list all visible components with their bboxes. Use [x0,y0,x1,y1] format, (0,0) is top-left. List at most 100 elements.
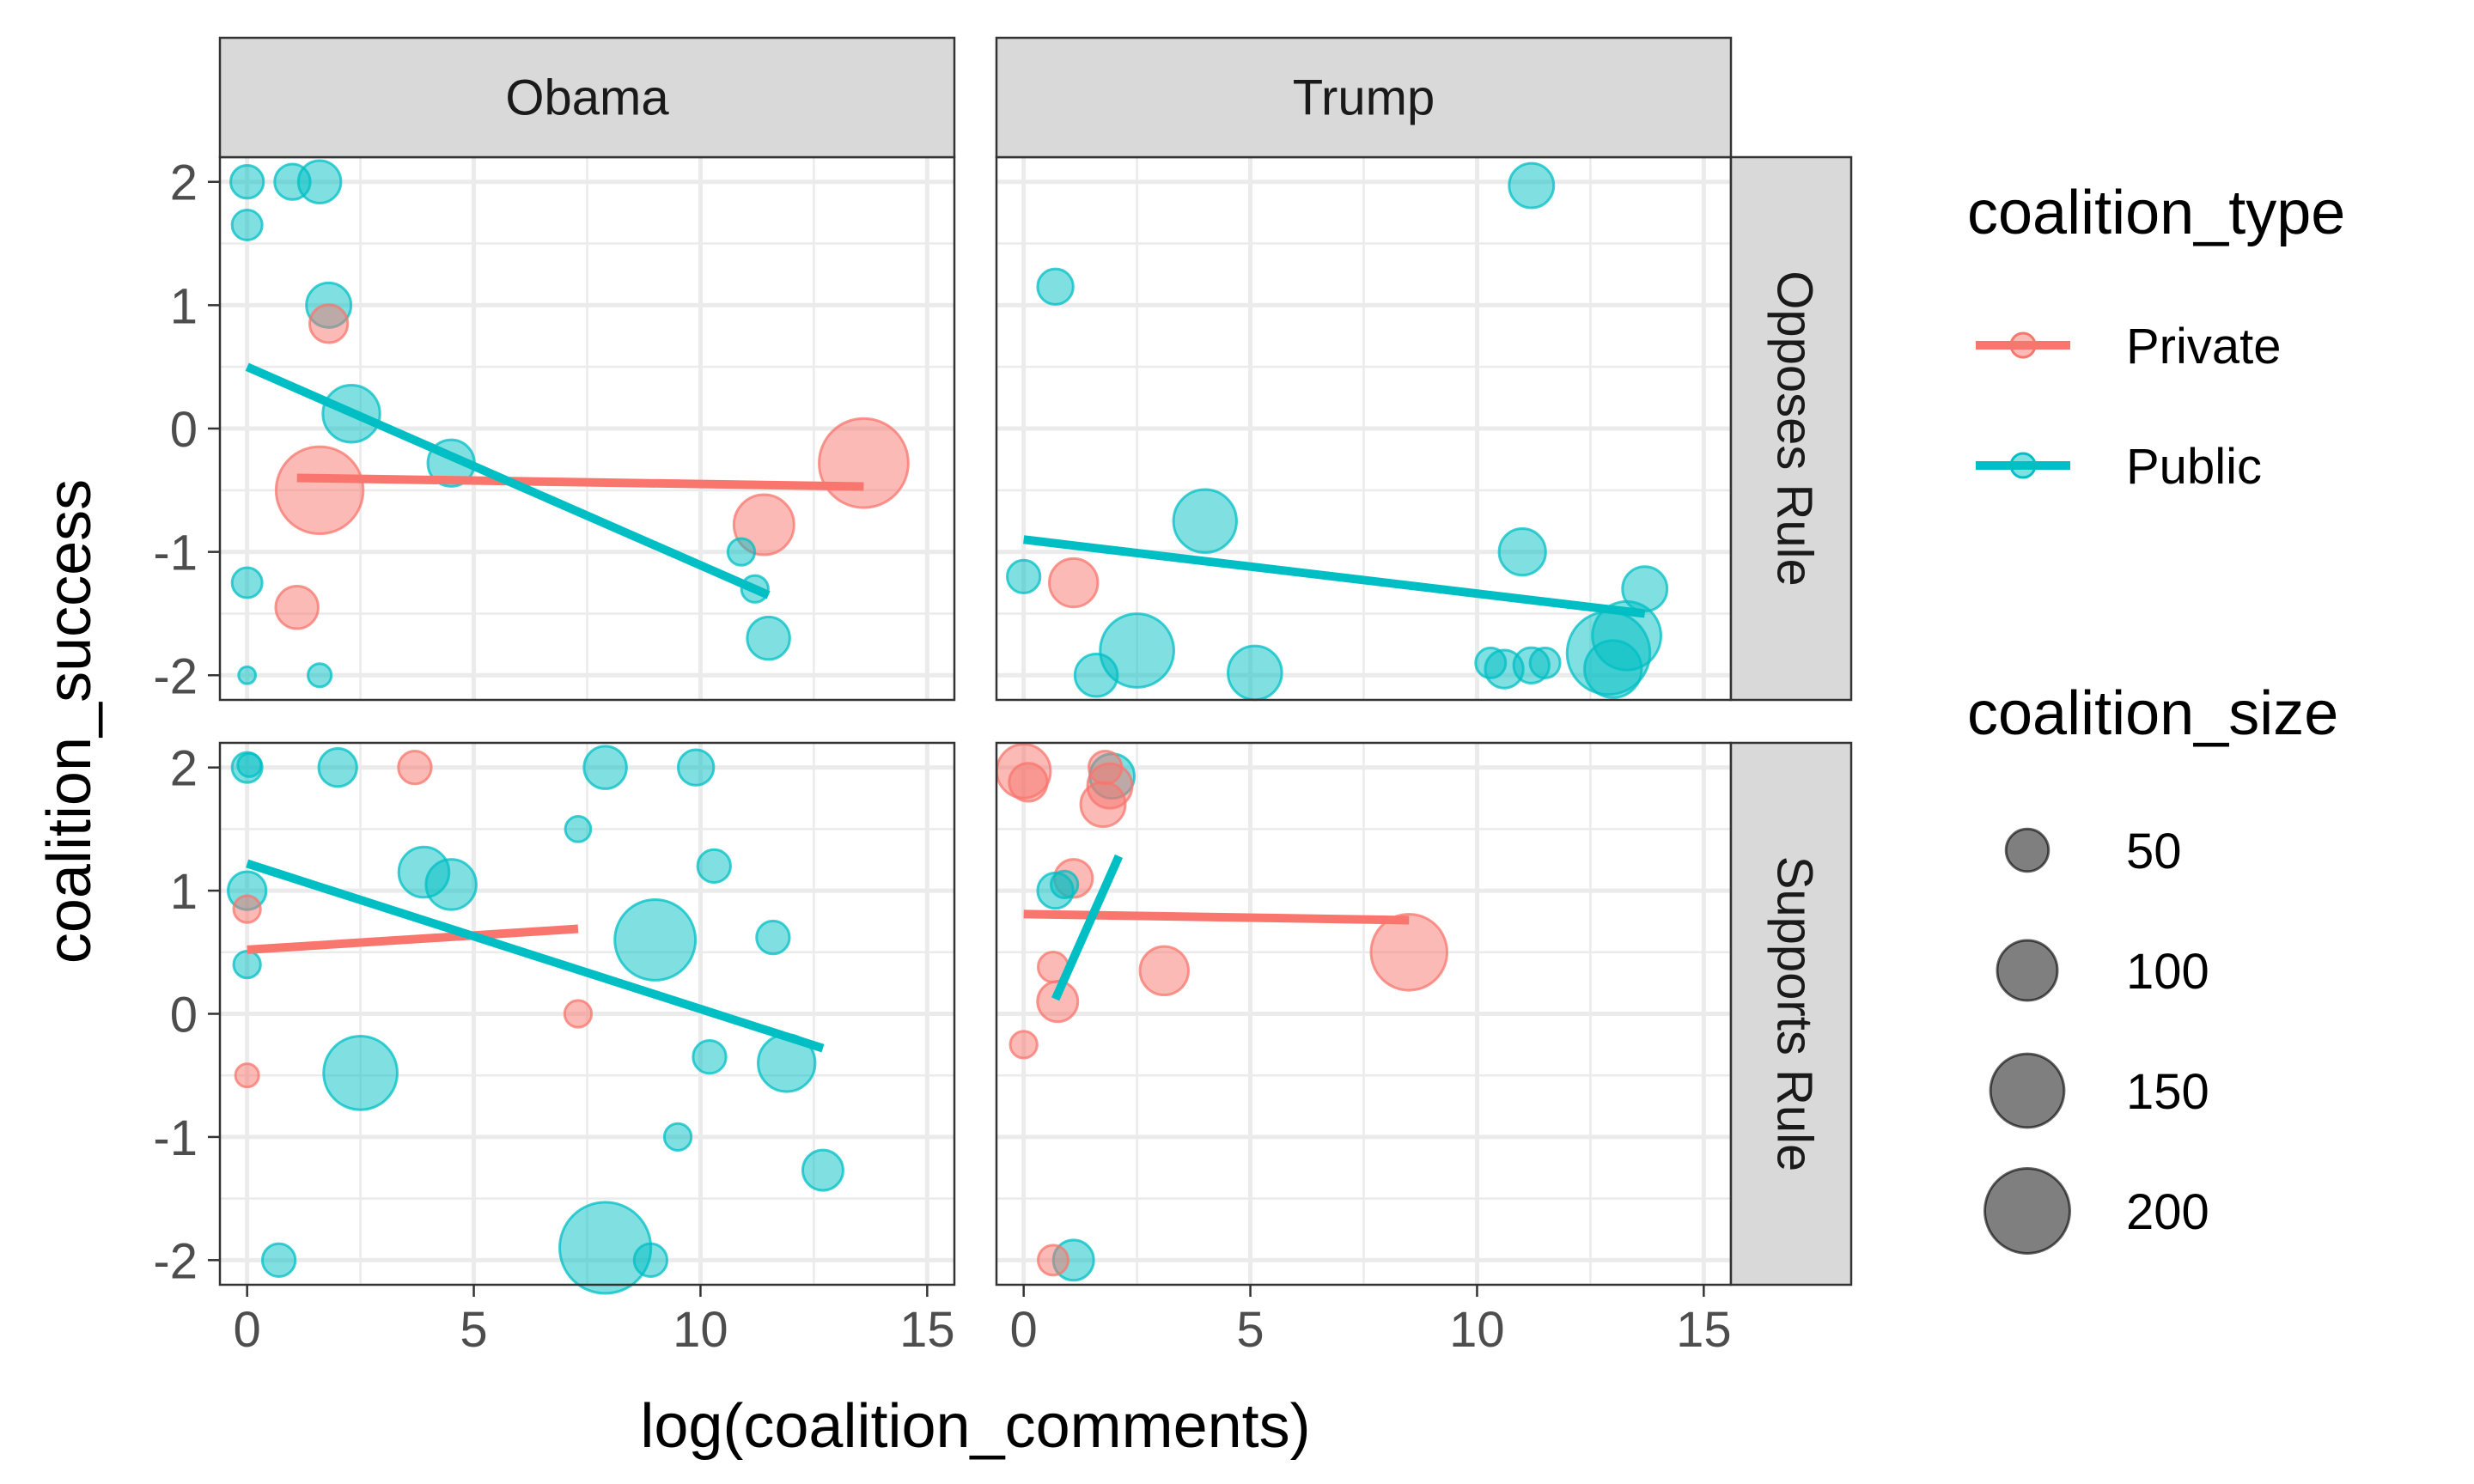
data-point-public [692,1039,728,1075]
x-tick-label: 10 [1449,1302,1505,1358]
data-point-public [676,748,716,787]
trend-line-public [1023,535,1646,618]
data-point-public [424,858,478,911]
legend-size-label: 150 [2126,1064,2209,1120]
facet-label-supports: Supports Rule [1767,856,1823,1172]
data-point-public [307,662,333,689]
y-tick-label: 2 [170,155,198,211]
legend-size-label: 200 [2126,1184,2209,1240]
data-point-public [1497,527,1547,577]
data-point-public [726,537,757,567]
trend-line-private [1023,909,1410,925]
data-point-private [274,445,365,536]
legend-size-label: 100 [2126,944,2209,1000]
legend-color-title: coalition_type [1967,179,2345,247]
data-point-public [1227,644,1283,702]
legend-size-title: coalition_size [1967,679,2338,748]
data-point-private [234,1062,260,1089]
legend-size-label: 50 [2126,824,2182,879]
data-point-private [274,585,320,630]
legend-label-public: Public [2126,439,2262,495]
data-point-public [232,949,262,980]
data-point-private [1087,750,1124,786]
data-point-public [230,209,264,241]
data-point-private [1369,913,1449,992]
legend-key-point-public [2009,452,2037,479]
legend-size-key [1996,939,2059,1002]
data-point-public [273,162,312,201]
y-tick-label: -2 [153,1233,198,1289]
data-point-public [662,1122,693,1153]
data-point-private [818,417,910,509]
legend-size-key [1989,1052,2066,1129]
data-point-public [1172,488,1238,554]
trend-line-public [245,362,771,599]
trend-line-public [246,859,825,1053]
data-point-private [232,894,262,924]
facet-strip-obama [218,36,956,159]
data-point-public [1474,646,1508,679]
facet-label-trump: Trump [1293,70,1435,126]
x-tick-label: 15 [1676,1302,1732,1358]
data-point-public [1528,646,1562,679]
data-point-private [1079,781,1127,829]
data-point-public [236,751,263,778]
data-point-public [230,566,264,599]
data-point-public [755,919,791,956]
facet-strip-trump [995,36,1733,159]
data-point-public [1099,612,1175,689]
panel-trump-supports [995,741,1733,1286]
data-point-public [1073,653,1119,698]
panel-obama-supports [218,741,956,1295]
panel-trump-opposes [995,155,1733,702]
data-point-public [1583,639,1643,699]
data-point-private [397,750,433,786]
data-point-private [1008,762,1049,803]
data-point-public [1036,267,1075,307]
x-tick-label: 0 [1010,1302,1038,1358]
data-point-public [1005,558,1042,595]
x-tick-label: 15 [899,1302,955,1358]
data-point-public [582,745,628,790]
facet-strip-supports [1729,741,1853,1286]
y-tick-label: 1 [170,864,198,920]
y-tick-label: 0 [170,988,198,1043]
legend-size-key [1983,1167,2071,1255]
data-point-public [237,665,258,685]
facet-label-obama: Obama [505,70,669,126]
data-point-public [696,848,732,885]
x-tick-label: 0 [234,1302,261,1358]
y-axis-title: coalition_success [35,479,104,964]
data-point-private [1008,1030,1039,1060]
data-point-private [1036,1244,1069,1277]
data-point-public [613,897,698,982]
trend-line-private [296,473,864,491]
facet-label-opposes: Opposes Rule [1767,271,1823,587]
data-point-private [308,303,350,344]
trend-line-private [247,924,579,954]
y-tick-label: 2 [170,741,198,797]
data-point-public [317,747,358,788]
data-point-public [801,1148,844,1192]
x-axis-title: log(coalition_comments) [640,1392,1310,1461]
y-tick-label: -2 [153,648,198,704]
data-point-public [558,1201,653,1295]
legend-key-point-private [2009,331,2037,359]
legend-label-private: Private [2126,319,2282,374]
x-tick-label: 10 [673,1302,728,1358]
trend-line-public [1051,854,1124,1001]
data-point-public [229,164,265,200]
data-point-public [260,1242,297,1278]
panel-obama-opposes [218,155,956,702]
data-point-public [1508,161,1556,210]
data-point-private [563,999,594,1029]
data-point-private [1048,556,1100,609]
data-point-private [1138,945,1190,997]
x-tick-label: 5 [460,1302,487,1358]
data-point-public [746,615,791,661]
y-tick-label: 0 [170,402,198,458]
facet-strip-opposes [1729,155,1853,702]
x-tick-label: 5 [1236,1302,1264,1358]
data-point-public [322,1034,399,1111]
